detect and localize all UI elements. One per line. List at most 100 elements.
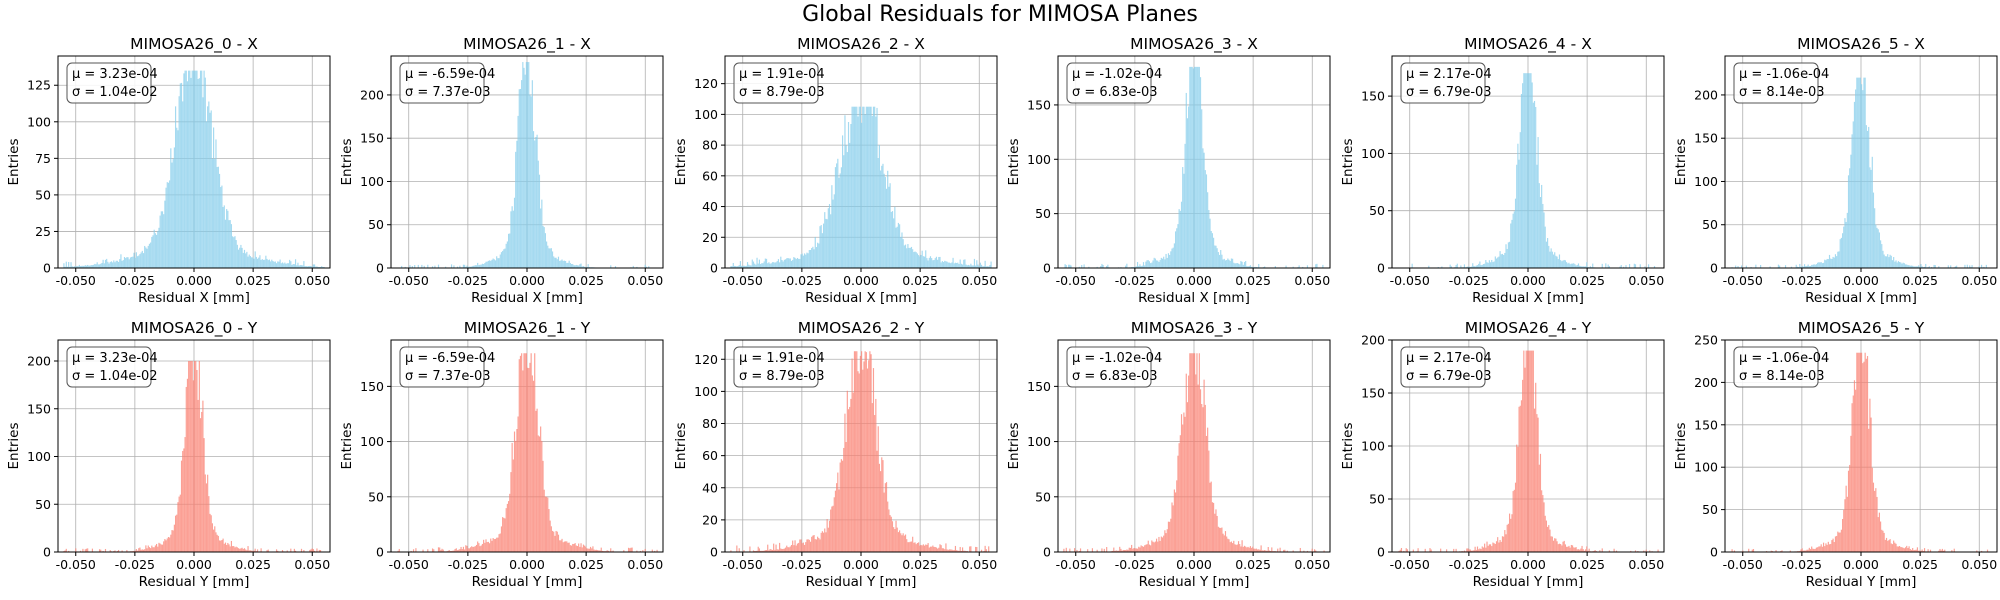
histogram-bar [1805, 550, 1807, 552]
histogram-bar [241, 247, 243, 268]
histogram-bar [765, 258, 768, 268]
histogram-bar [1173, 489, 1175, 552]
histogram-bar [803, 253, 806, 268]
histogram-bar [1134, 548, 1136, 552]
histogram-bar [397, 550, 399, 552]
histogram-bar [1128, 547, 1130, 552]
histogram-bar [588, 548, 590, 552]
subplot-title: MIMOSA26_0 - X [130, 35, 258, 54]
x-tick-label: 0.000 [843, 273, 879, 288]
x-tick-label: 0.000 [176, 557, 212, 572]
histogram-bar [1236, 544, 1238, 552]
histogram-bar [252, 257, 254, 268]
histogram-bar [1107, 264, 1109, 268]
histogram-bar [838, 177, 840, 268]
histogram-bar [1146, 260, 1148, 268]
histogram-bar [794, 540, 796, 552]
histogram-bar [478, 543, 480, 552]
y-tick-label: 100 [1694, 174, 1718, 189]
histogram-bar [1160, 257, 1162, 268]
histogram-bar [887, 501, 889, 552]
histogram-bar [63, 263, 65, 268]
histogram-bar [1131, 544, 1133, 552]
histogram-bar [1503, 536, 1505, 552]
histogram-bar [1524, 367, 1526, 552]
histogram-bar [237, 249, 240, 268]
histogram-bar [1504, 252, 1506, 268]
histogram-bar [1218, 254, 1221, 268]
histogram-bar [1581, 266, 1583, 268]
histogram-bar [1939, 548, 1941, 552]
histogram-bar [1807, 264, 1809, 268]
histogram-bar [1076, 549, 1078, 552]
histogram-bar [267, 260, 269, 268]
histogram-bar [1906, 264, 1908, 268]
histogram-bar [512, 459, 514, 552]
x-tick-label: 0.025 [902, 557, 938, 572]
histogram-bar [648, 266, 650, 268]
histogram-bar [1467, 266, 1469, 268]
x-tick-label: 0.000 [1176, 557, 1212, 572]
histogram-bar [789, 546, 791, 552]
histogram-bar [574, 265, 576, 268]
histogram-bar [882, 163, 884, 268]
histogram-bar [761, 550, 763, 552]
histogram-bar [1947, 265, 1949, 268]
histogram-bar [849, 142, 851, 268]
histogram-bar [953, 263, 955, 268]
histogram-bar [503, 517, 505, 552]
histogram-bar [243, 249, 246, 268]
histogram-bar [152, 547, 154, 552]
histogram-bar [1240, 546, 1242, 552]
histogram-bar [1861, 352, 1863, 552]
histogram-bar [760, 264, 762, 268]
histogram-bar [844, 115, 846, 269]
histogram-bar [1881, 529, 1883, 552]
histogram-bar [1233, 262, 1235, 268]
histogram-bar [1588, 548, 1590, 552]
histogram-bar [1817, 262, 1819, 268]
histogram-bar [975, 546, 977, 552]
histogram-bar [741, 265, 743, 268]
histogram-bar [1173, 243, 1175, 268]
histogram-bar [781, 259, 783, 268]
histogram-bar [1897, 261, 1900, 268]
histogram-bar [499, 254, 501, 268]
x-tick-label: 0.050 [294, 557, 330, 572]
histogram-bar [488, 543, 491, 552]
histogram-bar [108, 263, 110, 268]
histogram-bar [644, 548, 646, 552]
histogram-bar [632, 265, 634, 268]
y-tick-label: 100 [1361, 439, 1385, 454]
histogram-bar [831, 185, 833, 268]
y-tick-label: 0 [376, 261, 384, 276]
histogram-bar [1232, 258, 1234, 268]
histogram-bar [300, 548, 303, 552]
histogram-bar [1894, 542, 1896, 552]
histogram-bar [216, 534, 218, 552]
histogram-bar [1920, 264, 1922, 268]
stats-box [1733, 346, 1819, 388]
histogram-bar [1814, 264, 1816, 268]
histogram-bar [841, 135, 844, 268]
histogram-bar [874, 106, 876, 269]
histogram-bar [114, 262, 116, 268]
histogram-bar [1869, 398, 1871, 552]
histogram-bar [189, 361, 191, 552]
histogram-bar [1865, 125, 1867, 269]
histogram-bar [1561, 261, 1563, 268]
x-axis-label: Residual Y [mm] [1139, 574, 1250, 590]
histogram-bar [1556, 256, 1558, 268]
histogram-bar [920, 544, 922, 552]
histogram-bar [946, 261, 948, 268]
histogram-bar [1517, 143, 1519, 268]
histogram-bar [1245, 260, 1247, 268]
histogram-bar [916, 253, 919, 268]
histogram-bar [870, 106, 872, 269]
histogram-bar [580, 543, 582, 552]
histogram-bar [1505, 244, 1507, 268]
histogram-bar [157, 230, 159, 268]
histogram-bar [144, 549, 146, 552]
histogram-bar [76, 265, 78, 268]
histogram-bar [1887, 540, 1889, 552]
